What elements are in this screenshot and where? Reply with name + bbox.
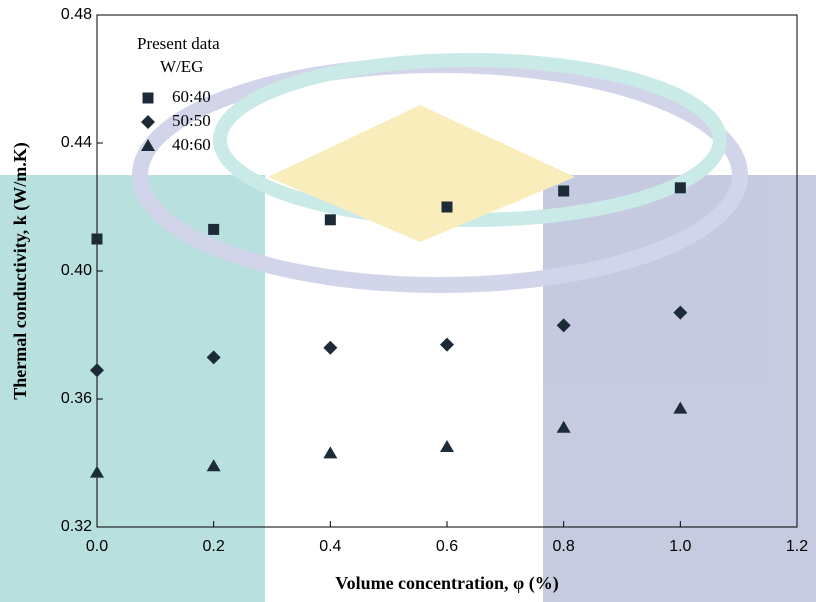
y-tick-label: 0.36	[61, 390, 92, 407]
data-point	[558, 185, 570, 197]
data-point	[441, 201, 453, 213]
watermark-left	[0, 175, 265, 602]
x-tick-label: 1.2	[786, 538, 808, 555]
data-point	[323, 446, 338, 459]
data-point	[440, 337, 454, 352]
data-point	[324, 214, 336, 226]
legend-marker	[142, 92, 154, 104]
data-point	[556, 420, 571, 433]
legend-label: 60:40	[172, 87, 211, 106]
y-tick-label: 0.48	[61, 6, 92, 23]
data-point	[674, 182, 686, 194]
data-point	[206, 459, 221, 472]
data-point	[90, 465, 104, 478]
data-point	[673, 305, 688, 320]
data-point	[556, 318, 571, 333]
legend-marker	[141, 139, 155, 151]
watermark	[0, 53, 816, 602]
data-point	[673, 401, 688, 414]
data-point	[440, 440, 454, 452]
legend-label: 50:50	[172, 111, 211, 130]
y-tick-label: 0.32	[61, 518, 92, 535]
data-point	[91, 233, 103, 245]
x-tick-label: 1.0	[669, 538, 691, 555]
legend-label: 40:60	[172, 135, 211, 154]
x-tick-label: 0.2	[203, 538, 225, 555]
legend-title: Present data	[137, 34, 220, 53]
x-tick-label: 0.8	[553, 538, 575, 555]
x-axis-label: Volume concentration, φ (%)	[335, 573, 559, 594]
legend-marker	[141, 115, 155, 129]
data-point	[206, 350, 221, 365]
data-point	[90, 363, 104, 378]
x-tick-label: 0.6	[436, 538, 458, 555]
x-tick-label: 0.0	[86, 538, 108, 555]
data-point	[323, 340, 338, 355]
y-tick-label: 0.44	[61, 134, 92, 151]
y-tick-label: 0.40	[61, 262, 92, 279]
legend-subtitle: W/EG	[160, 57, 203, 76]
y-axis-label: Thermal conductivity, k (W/m.K)	[10, 142, 31, 400]
watermark-diamond	[268, 105, 575, 242]
x-tick-label: 0.4	[319, 538, 341, 555]
data-point	[208, 223, 220, 235]
